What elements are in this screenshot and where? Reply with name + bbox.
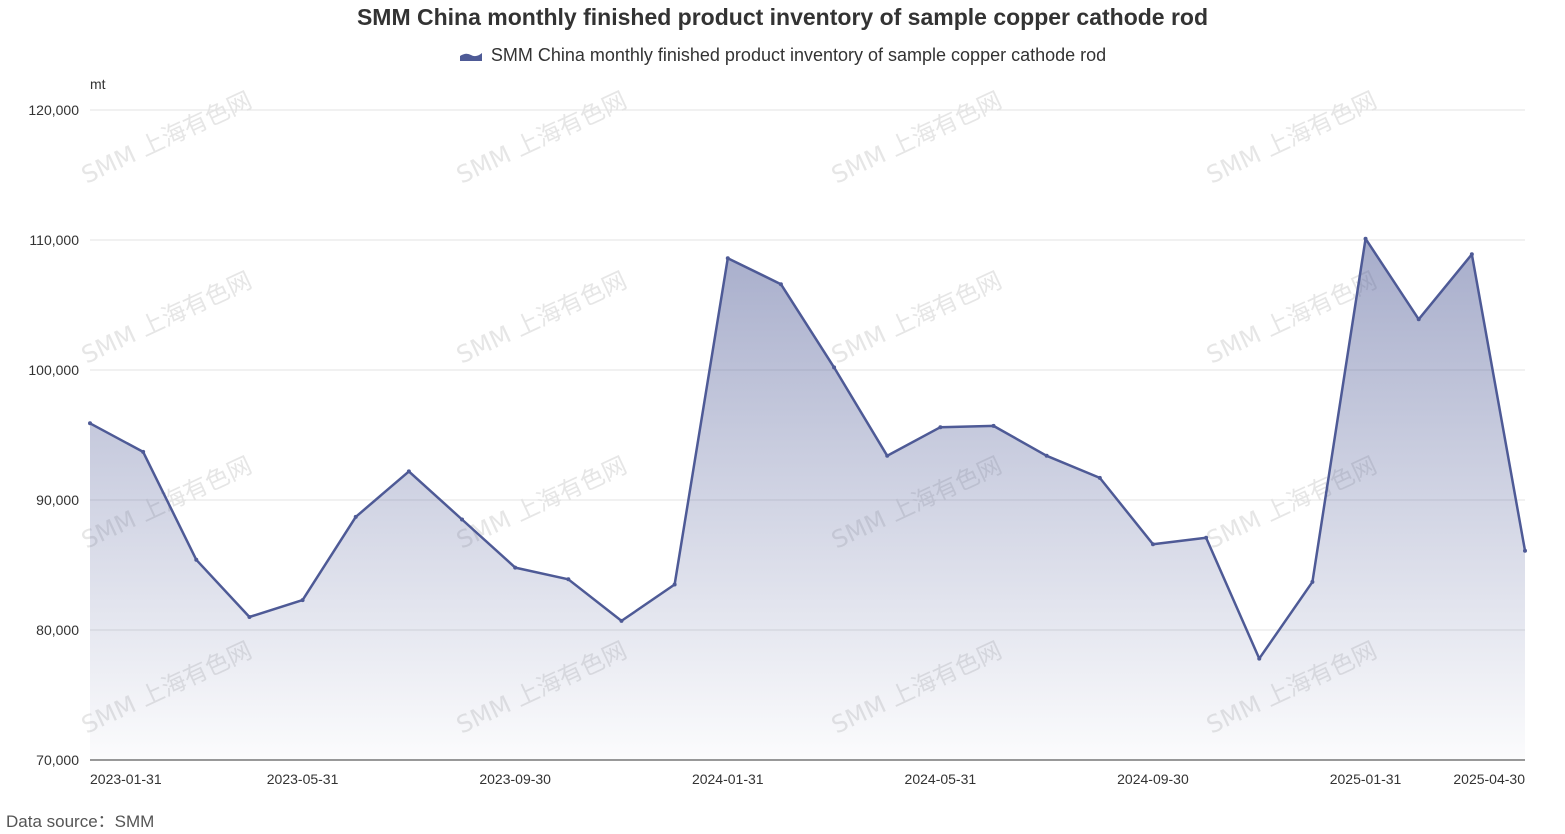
data-point[interactable] [619,618,624,623]
data-point[interactable] [353,514,358,519]
watermark-text: SMM 上海有色网 [77,86,256,189]
x-tick-label: 2025-04-30 [1453,771,1525,787]
legend-label: SMM China monthly finished product inven… [490,45,1107,65]
data-point[interactable] [88,421,92,426]
series-area [90,238,1525,760]
legend-swatch-icon [459,52,482,61]
data-point[interactable] [1257,656,1262,661]
data-point[interactable] [1044,453,1049,458]
data-point[interactable] [1150,542,1155,547]
data-point[interactable] [1204,535,1209,540]
y-tick-label: 80,000 [36,622,79,638]
y-tick-label: 70,000 [36,752,79,768]
x-tick-label: 2025-01-31 [1330,771,1402,787]
data-point[interactable] [406,469,411,474]
chart-title: SMM China monthly finished product inven… [356,4,1209,30]
y-tick-label: 110,000 [29,232,79,248]
data-point[interactable] [513,565,518,570]
data-point[interactable] [725,256,730,261]
data-point[interactable] [991,423,996,428]
data-source-note: Data source：SMM [6,812,155,831]
y-tick-label: 100,000 [28,362,79,378]
y-tick-label: 120,000 [28,102,79,118]
watermark-text: SMM 上海有色网 [827,86,1006,189]
data-point[interactable] [460,517,465,522]
x-tick-label: 2023-01-31 [90,771,162,787]
y-tick-label: 90,000 [36,492,79,508]
watermark-text: SMM 上海有色网 [77,266,256,369]
data-point[interactable] [566,577,571,582]
watermark-text: SMM 上海有色网 [452,266,631,369]
data-point[interactable] [832,365,837,370]
y-axis-unit: mt [90,76,106,92]
watermark-text: SMM 上海有色网 [827,266,1006,369]
data-point[interactable] [1097,475,1102,480]
data-point[interactable] [778,282,783,287]
data-point[interactable] [672,582,677,587]
x-axis: 2023-01-31 2023-05-31 2023-09-30 2024-01-31… [90,771,1525,787]
x-tick-label: 2024-05-31 [905,771,977,787]
y-axis: 70,000 80,000 90,000 100,000 110,000 120,000 [28,102,79,768]
x-tick-label: 2023-05-31 [267,771,339,787]
data-points [88,236,1527,661]
watermark-text: SMM 上海有色网 [1202,86,1381,189]
data-point[interactable] [938,425,943,430]
data-point[interactable] [141,449,146,454]
data-point[interactable] [885,453,890,458]
legend[interactable]: SMM China monthly finished product inven… [0,45,1565,66]
x-tick-label: 2024-09-30 [1117,771,1189,787]
data-point[interactable] [1310,579,1315,584]
series-line [89,237,1527,660]
data-point[interactable] [1363,236,1368,241]
data-point[interactable] [300,598,305,603]
data-point[interactable] [1469,252,1474,257]
watermark-text: SMM 上海有色网 [452,86,631,189]
data-point[interactable] [1523,548,1527,553]
data-point[interactable] [194,557,199,562]
x-tick-label: 2023-09-30 [479,771,551,787]
data-point[interactable] [1416,317,1421,322]
data-point[interactable] [247,615,252,619]
x-tick-label: 2024-01-31 [692,771,764,787]
